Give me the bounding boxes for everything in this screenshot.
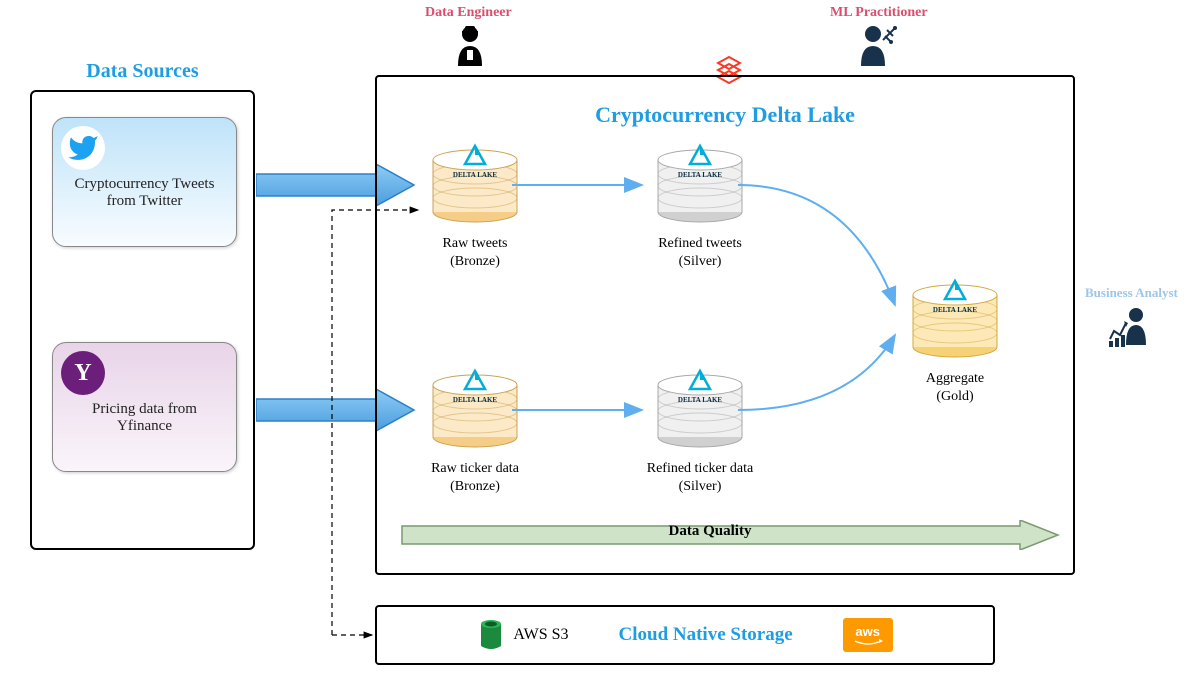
raw-tweets-label: Raw tweets(Bronze) bbox=[420, 235, 530, 271]
business-analyst-label: Business Analyst bbox=[1085, 285, 1178, 301]
twitter-source-card: Cryptocurrency Tweets from Twitter bbox=[52, 117, 237, 247]
twitter-icon bbox=[61, 126, 105, 170]
aws-icon: aws bbox=[843, 618, 893, 652]
twitter-source-text: Cryptocurrency Tweets from Twitter bbox=[63, 176, 226, 210]
raw-tweets-node: DELTA LAKE Raw tweets(Bronze) bbox=[420, 140, 530, 271]
ml-practitioner-icon bbox=[855, 22, 899, 75]
s3-label: AWS S3 bbox=[513, 626, 568, 644]
yfinance-source-card: Y Pricing data from Yfinance bbox=[52, 342, 237, 472]
s3-icon bbox=[477, 618, 505, 652]
delta-logo-text: DELTA LAKE bbox=[900, 306, 1010, 314]
delta-lake-title: Cryptocurrency Delta Lake bbox=[377, 102, 1073, 128]
data-engineer-label: Data Engineer bbox=[425, 5, 512, 21]
data-sources-panel: Cryptocurrency Tweets from Twitter Y Pri… bbox=[30, 90, 255, 550]
yfinance-source-text: Pricing data from Yfinance bbox=[63, 401, 226, 435]
aggregate-node: DELTA LAKE Aggregate(Gold) bbox=[900, 275, 1010, 406]
refined-ticker-node: DELTA LAKE Refined ticker data(Silver) bbox=[645, 365, 755, 496]
data-engineer-icon bbox=[450, 22, 490, 75]
data-quality-arrow bbox=[400, 520, 1060, 550]
raw-ticker-node: DELTA LAKE Raw ticker data(Bronze) bbox=[420, 365, 530, 496]
ml-practitioner-label: ML Practitioner bbox=[830, 5, 928, 21]
business-analyst-block: Business Analyst bbox=[1085, 285, 1178, 354]
raw-ticker-label: Raw ticker data(Bronze) bbox=[420, 460, 530, 496]
cloud-storage-title: Cloud Native Storage bbox=[619, 624, 793, 646]
refined-tweets-label: Refined tweets(Silver) bbox=[645, 235, 755, 271]
delta-logo-text: DELTA LAKE bbox=[645, 171, 755, 179]
aggregate-label: Aggregate(Gold) bbox=[900, 370, 1010, 406]
cloud-storage-panel: AWS S3 Cloud Native Storage aws bbox=[375, 605, 995, 665]
data-sources-title: Data Sources bbox=[30, 60, 255, 83]
aws-label: aws bbox=[855, 624, 880, 639]
refined-tweets-node: DELTA LAKE Refined tweets(Silver) bbox=[645, 140, 755, 271]
refined-ticker-label: Refined ticker data(Silver) bbox=[645, 460, 755, 496]
yahoo-icon-letter: Y bbox=[74, 360, 91, 387]
business-analyst-icon bbox=[1106, 305, 1156, 349]
delta-logo-text: DELTA LAKE bbox=[645, 396, 755, 404]
yahoo-icon: Y bbox=[61, 351, 105, 395]
delta-logo-text: DELTA LAKE bbox=[420, 171, 530, 179]
delta-logo-text: DELTA LAKE bbox=[420, 396, 530, 404]
